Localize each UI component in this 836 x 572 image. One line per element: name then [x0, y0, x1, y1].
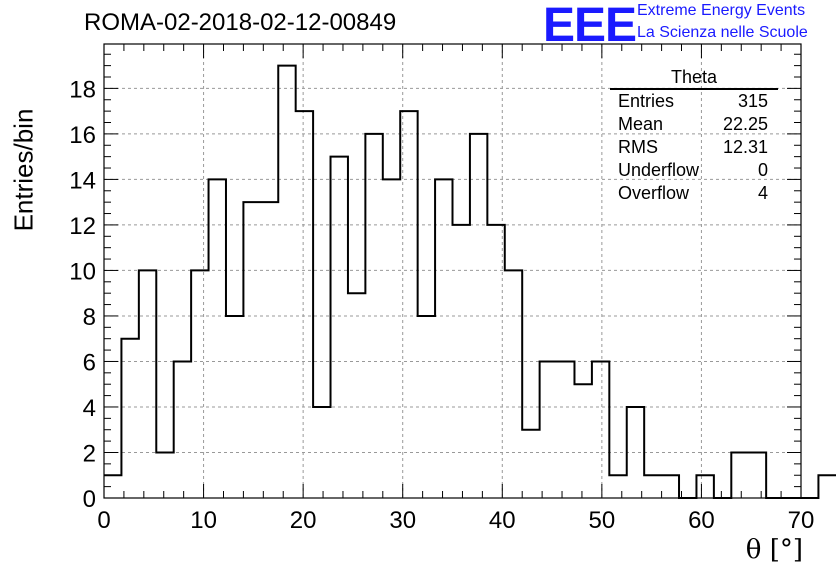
x-axis-label: θ [°]: [745, 535, 803, 565]
stats-value: 12.31: [722, 137, 768, 157]
stats-value: 4: [757, 183, 768, 203]
stats-value: 315: [737, 91, 768, 111]
eee-logo: EEE: [543, 0, 637, 52]
histogram-bin: [696, 475, 713, 498]
logo-caption-line1: Extreme Energy Events: [637, 2, 806, 19]
histogram-bin: [296, 111, 313, 498]
logo-caption-line2: La Scienza nelle Scuole: [637, 24, 808, 41]
stats-name: Theta: [610, 66, 778, 90]
stats-label: Mean: [618, 114, 664, 134]
stats-label: RMS: [618, 137, 658, 157]
x-tick-label: 40: [489, 507, 516, 534]
histogram-bin: [731, 452, 748, 498]
histogram-bin: [418, 316, 435, 498]
y-tick-label: 6: [83, 349, 96, 376]
histogram-bin: [331, 157, 348, 498]
y-tick-label: 14: [69, 167, 96, 194]
histogram-bin: [348, 293, 365, 498]
histogram-bin: [278, 66, 295, 498]
x-tick-label: 50: [589, 507, 616, 534]
histogram-bin: [156, 452, 173, 498]
y-tick-label: 2: [83, 440, 96, 467]
histogram-bin: [435, 179, 452, 498]
y-tick-label: 16: [69, 122, 96, 149]
stats-label: Entries: [618, 91, 675, 111]
histogram-bin: [644, 475, 661, 498]
histogram-bin: [453, 225, 470, 498]
x-tick-label: 30: [389, 507, 416, 534]
stats-box: Theta Entries 315 Mean 22.25 RMS 12.31 Unde…: [610, 66, 778, 205]
stats-label: Overflow: [618, 183, 690, 203]
stats-row-overflow: Overflow 4: [610, 182, 778, 205]
histogram-bin: [243, 202, 260, 498]
y-tick-label: 8: [83, 304, 96, 331]
histogram-bin: [574, 384, 591, 498]
histogram-bin: [209, 179, 226, 498]
stats-row-entries: Entries 315: [610, 90, 778, 113]
y-axis-label-wrap: Entries/bin: [4, 108, 44, 232]
histogram-bin: [627, 407, 644, 498]
histogram-bin: [139, 270, 156, 498]
chart-title: ROMA-02-2018-02-12-00849: [84, 9, 397, 36]
stats-row-rms: RMS 12.31: [610, 136, 778, 159]
y-tick-label: 0: [83, 486, 96, 513]
histogram-bin: [383, 179, 400, 498]
x-tick-label: 60: [688, 507, 715, 534]
histogram-bin: [662, 475, 679, 498]
x-tick-label: 70: [788, 507, 815, 534]
histogram-bin: [749, 452, 766, 498]
histogram-bin: [121, 339, 138, 498]
plot-frame: [103, 43, 802, 499]
y-tick-label: 18: [69, 76, 96, 103]
histogram-bin: [226, 316, 243, 498]
histogram-bin: [174, 361, 191, 498]
stats-label: Underflow: [618, 160, 700, 180]
y-axis-label: Entries/bin: [8, 108, 39, 232]
y-tick-label: 12: [69, 213, 96, 240]
x-tick-label: 10: [190, 507, 217, 534]
histogram-bin: [261, 202, 278, 498]
stats-row-underflow: Underflow 0: [610, 159, 778, 182]
histogram-bin: [522, 430, 539, 498]
histogram-bin: [609, 475, 626, 498]
stats-row-mean: Mean 22.25: [610, 113, 778, 136]
histogram-bin: [557, 361, 574, 498]
histogram-bin: [818, 475, 835, 498]
y-tick-label: 4: [83, 395, 96, 422]
x-tick-label: 0: [97, 507, 110, 534]
histogram-bin: [505, 270, 522, 498]
x-tick-label: 20: [290, 507, 317, 534]
histogram-bin: [191, 270, 208, 498]
y-tick-label: 10: [69, 258, 96, 285]
stats-value: 0: [757, 160, 768, 180]
histogram-bin: [592, 361, 609, 498]
stats-value: 22.25: [722, 114, 768, 134]
histogram-outline: [104, 64, 836, 499]
histogram-bin: [540, 361, 557, 498]
